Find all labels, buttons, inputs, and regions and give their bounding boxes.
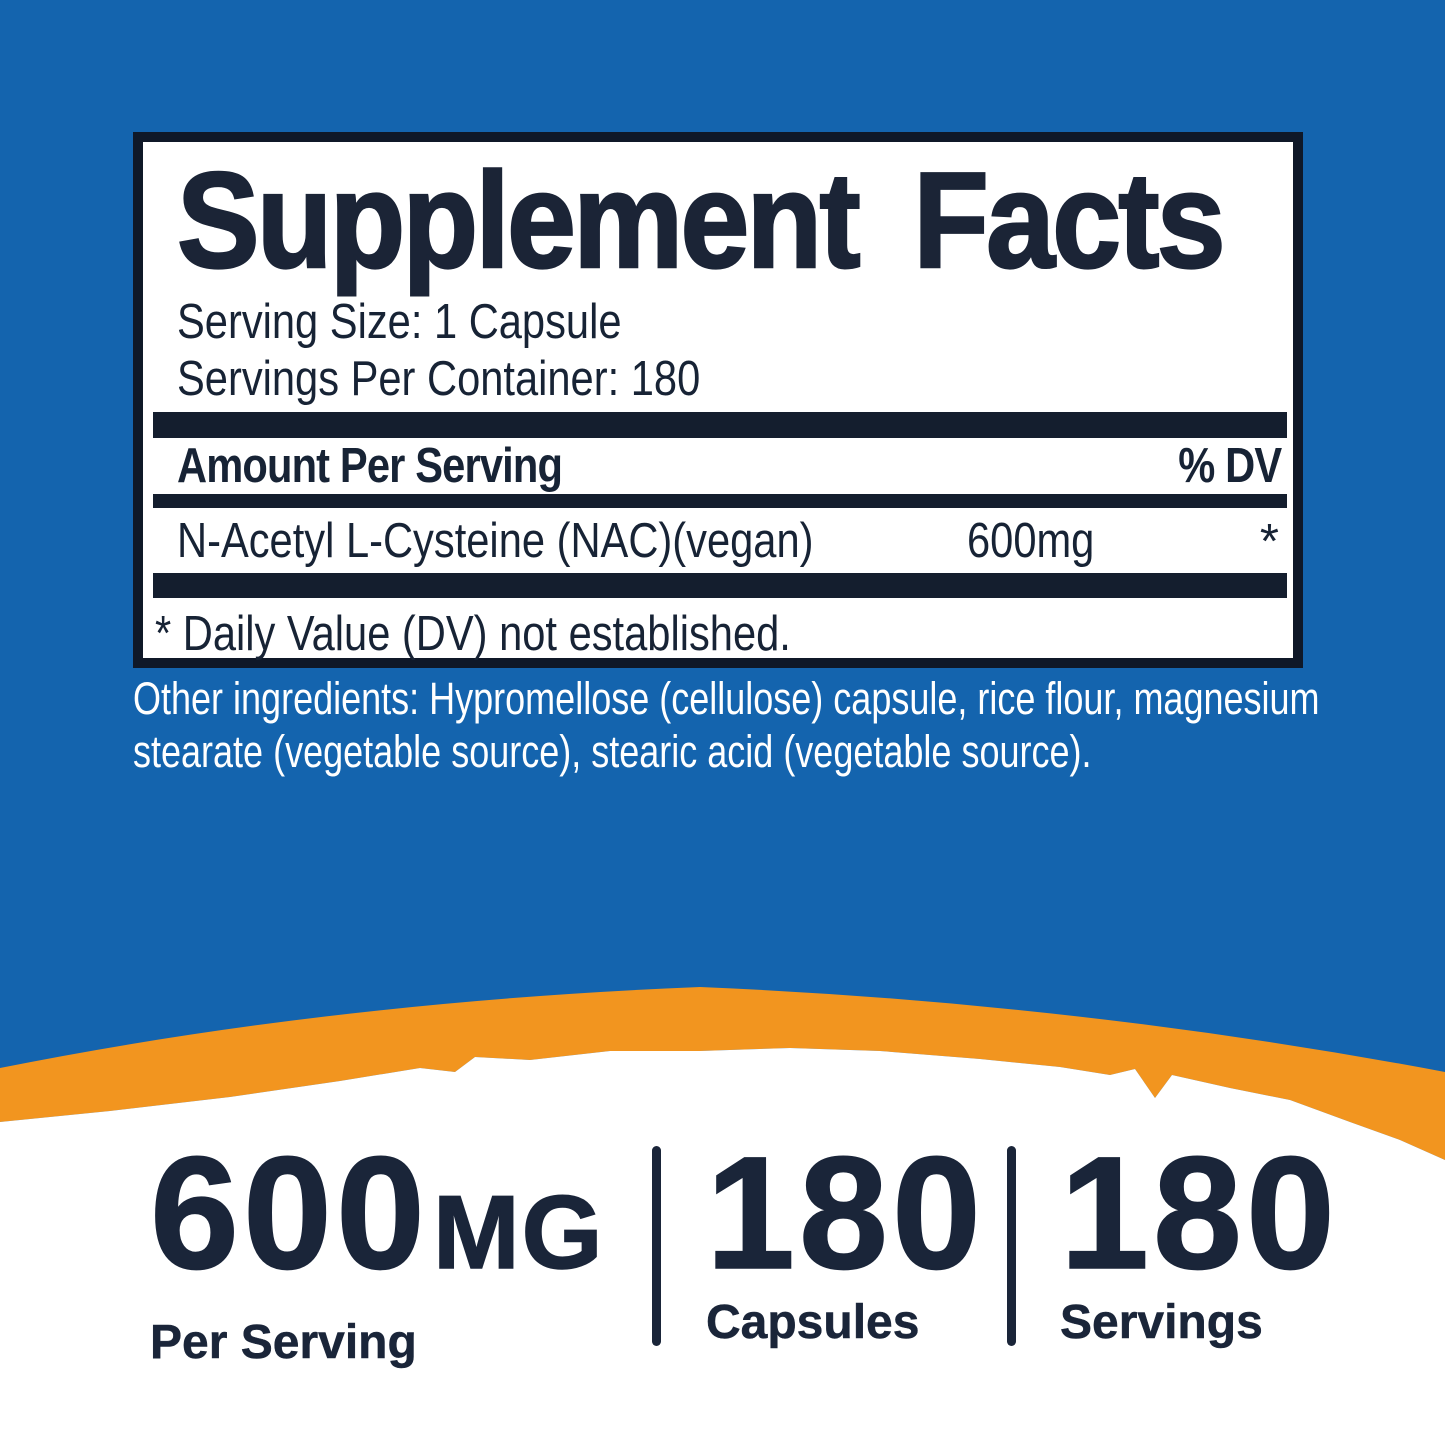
highlight-servings: 180 Servings [1059,1123,1339,1349]
capsules-value-row: 180 [705,1123,985,1302]
ingredient-name: N-Acetyl L-Cysteine (NAC)(vegan) [177,513,814,568]
divider-bar-middle [153,494,1287,508]
servings-per-container: Servings Per Container: 180 [177,352,701,406]
white-curve [0,1048,1445,1445]
highlight-divider-2 [1007,1146,1016,1346]
serving-size: Serving Size: 1 Capsule [177,295,622,349]
highlight-divider-1 [652,1146,661,1346]
highlight-capsules: 180 Capsules [705,1123,985,1349]
capsules-label: Capsules [706,1296,920,1349]
capsules-value: 180 [705,1123,985,1302]
ingredient-row: N-Acetyl L-Cysteine (NAC)(vegan) 600mg * [177,508,1281,573]
divider-bar-top [153,412,1287,438]
servings-value-row: 180 [1059,1123,1339,1302]
servings-label: Servings [1060,1296,1263,1349]
percent-dv-header: % DV [1177,439,1282,493]
supplement-facts-title: Supplement Facts [176,144,1227,296]
dose-value-row: 600 MG [149,1123,605,1313]
supplement-facts-panel: Supplement Facts Serving Size: 1 Capsule… [133,132,1303,668]
dose-label: Per Serving [150,1316,417,1369]
dv-footnote: * Daily Value (DV) not established. [155,607,791,661]
facts-header-row: Amount Per Serving % DV [177,438,1282,494]
other-ingredients-line-1: Other ingredients: Hypromellose (cellulo… [133,673,1320,724]
ingredient-dv-asterisk: * [1259,515,1279,569]
divider-bar-bottom [153,573,1287,598]
ingredient-amount: 600mg [967,513,1095,568]
other-ingredients-line-2: stearate (vegetable source), stearic aci… [133,726,1092,777]
other-ingredients: Other ingredients: Hypromellose (cellulo… [133,672,1445,778]
orange-swoosh [0,987,1445,1160]
dose-value: 600 [149,1123,429,1302]
servings-value: 180 [1059,1123,1339,1302]
dose-unit: MG [432,1174,605,1292]
highlight-dose: 600 MG Per Serving [149,1123,605,1369]
amount-per-serving-header: Amount Per Serving [177,439,563,493]
